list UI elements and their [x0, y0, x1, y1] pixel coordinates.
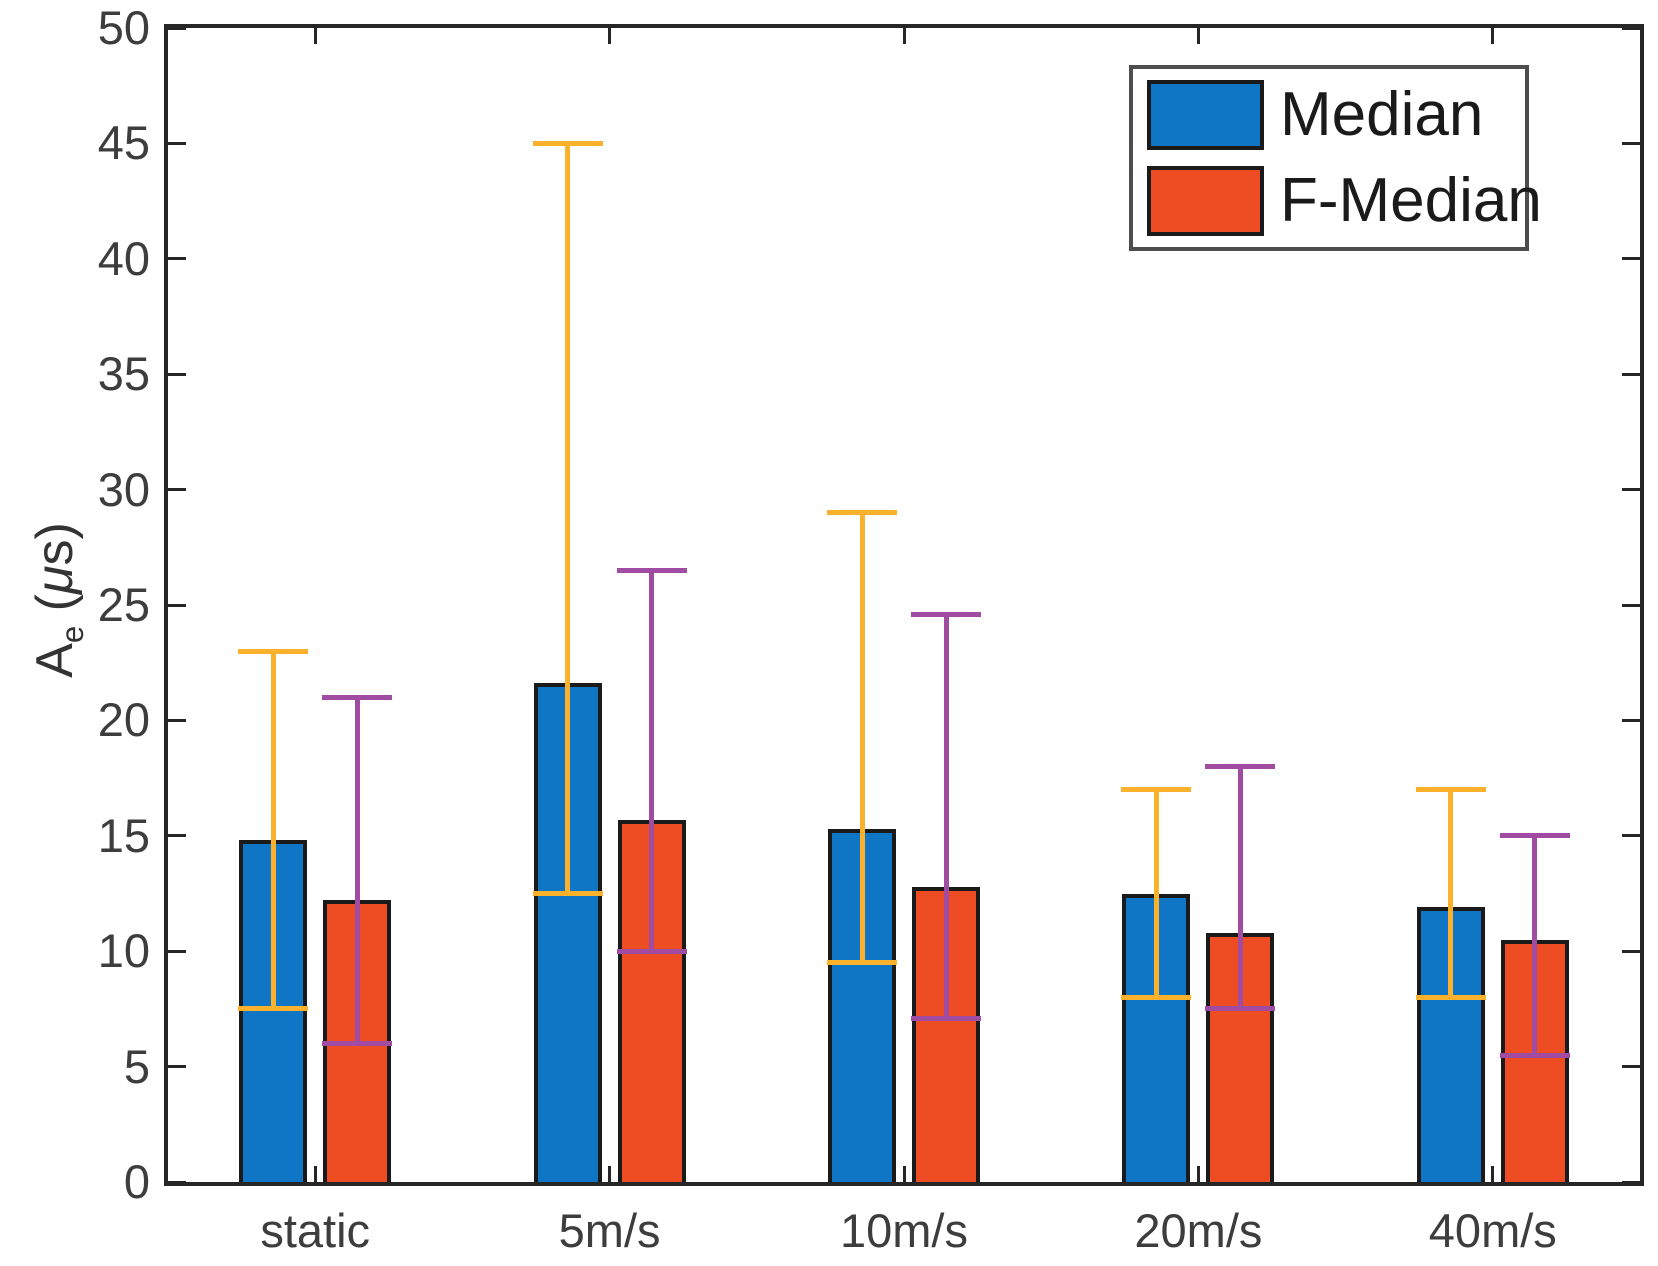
y-tick-left-20 — [168, 718, 186, 722]
errorbar-median-40m-s-cap-low — [1415, 994, 1486, 1000]
legend-swatch-median — [1147, 80, 1264, 150]
errorbar-f-median-10m-s-cap-low — [911, 1015, 981, 1021]
errorbar-f-median-10m-s-line — [943, 614, 949, 1019]
y-tick-left-35 — [168, 372, 186, 376]
y-axis-label-unit: s) — [26, 522, 84, 566]
errorbar-f-median-40m-s-line — [1532, 835, 1538, 1056]
y-tick-right-15 — [1622, 834, 1640, 838]
errorbar-median-5m-s-cap-high — [532, 140, 603, 146]
y-tick-right-20 — [1622, 718, 1640, 722]
y-tick-label-15: 15 — [97, 808, 150, 862]
x-tick-label-40m-s: 40m/s — [1428, 1204, 1557, 1257]
y-tick-right-40 — [1622, 257, 1640, 261]
plot-area — [164, 24, 1644, 1186]
y-tick-left-5 — [168, 1065, 186, 1069]
errorbar-median-40m-s-line — [1448, 789, 1454, 998]
x-tick-label-20m-s: 20m/s — [1134, 1204, 1263, 1257]
x-tick-top-10m-s — [902, 28, 906, 44]
y-tick-label-50: 50 — [97, 1, 150, 54]
y-tick-label-5: 5 — [123, 1039, 150, 1093]
y-tick-label-35: 35 — [97, 347, 150, 401]
y-tick-left-0 — [168, 1180, 186, 1184]
x-tick-top-static — [313, 28, 317, 44]
y-tick-right-45 — [1622, 141, 1640, 145]
errorbar-median-static-cap-high — [238, 648, 309, 654]
legend: Median F-Median — [1129, 65, 1542, 251]
y-tick-right-35 — [1622, 372, 1640, 376]
errorbar-median-20m-s-line — [1153, 789, 1159, 998]
errorbar-f-median-static-line — [354, 697, 360, 1044]
legend-item-median: Median — [1147, 80, 1525, 150]
y-axis-label-base: A — [26, 643, 84, 678]
errorbar-median-static-cap-low — [238, 1006, 309, 1012]
x-tick-top-5m-s — [608, 28, 612, 44]
errorbar-f-median-static-cap-low — [322, 1041, 393, 1047]
errorbar-f-median-5m-s-cap-high — [616, 567, 687, 573]
errorbar-median-10m-s-line — [859, 512, 865, 963]
x-tick-label-5m-s: 5m/s — [558, 1204, 661, 1257]
bar-median-40m-s — [1416, 907, 1485, 1182]
y-tick-right-10 — [1622, 949, 1640, 953]
y-tick-label-40: 40 — [97, 231, 150, 285]
y-tick-left-30 — [168, 488, 186, 492]
bar-f-median-40m-s — [1500, 939, 1569, 1182]
y-tick-right-0 — [1622, 1180, 1640, 1184]
errorbar-median-static-line — [270, 651, 276, 1009]
errorbar-f-median-40m-s-cap-low — [1499, 1052, 1570, 1058]
errorbar-median-10m-s-cap-low — [827, 960, 897, 966]
x-tick-label-static: static — [260, 1204, 371, 1257]
legend-item-fmedian: F-Median — [1147, 166, 1542, 236]
y-tick-left-45 — [168, 141, 186, 145]
errorbar-median-5m-s-cap-low — [532, 891, 603, 896]
y-tick-left-25 — [168, 603, 186, 607]
x-tick-bottom-10m-s — [902, 1166, 906, 1182]
errorbar-f-median-5m-s-cap-low — [616, 948, 687, 954]
errorbar-f-median-5m-s-line — [649, 570, 655, 952]
x-tick-top-20m-s — [1196, 28, 1200, 44]
errorbar-f-median-20m-s-cap-low — [1205, 1006, 1276, 1012]
y-tick-label-45: 45 — [97, 116, 150, 170]
errorbar-median-20m-s-cap-high — [1121, 787, 1192, 793]
y-tick-label-25: 25 — [97, 578, 150, 631]
y-tick-right-5 — [1622, 1065, 1640, 1069]
y-tick-left-15 — [168, 834, 186, 838]
y-tick-left-10 — [168, 949, 186, 953]
y-tick-right-25 — [1622, 603, 1640, 607]
legend-swatch-fmedian — [1147, 166, 1264, 236]
x-tick-bottom-5m-s — [608, 1166, 612, 1182]
y-tick-right-30 — [1622, 488, 1640, 492]
errorbar-f-median-20m-s-line — [1237, 766, 1243, 1009]
errorbar-f-median-40m-s-cap-high — [1499, 833, 1570, 839]
x-tick-label-10m-s: 10m/s — [840, 1204, 968, 1257]
x-tick-bottom-20m-s — [1196, 1166, 1200, 1182]
errorbar-median-5m-s-line — [565, 143, 571, 894]
y-tick-label-30: 30 — [97, 462, 150, 516]
errorbar-f-median-10m-s-cap-high — [911, 611, 981, 617]
x-tick-top-40m-s — [1491, 28, 1495, 44]
errorbar-median-40m-s-cap-high — [1415, 787, 1486, 793]
y-tick-label-0: 0 — [123, 1155, 150, 1208]
errorbar-f-median-static-cap-high — [322, 694, 393, 700]
x-tick-bottom-static — [313, 1166, 317, 1182]
x-tick-bottom-40m-s — [1491, 1166, 1495, 1182]
y-tick-right-50 — [1622, 26, 1640, 30]
errorbar-f-median-20m-s-cap-high — [1205, 764, 1276, 770]
y-tick-label-10: 10 — [97, 924, 150, 978]
legend-label-fmedian: F-Median — [1280, 166, 1542, 235]
errorbar-median-20m-s-cap-low — [1121, 994, 1192, 1000]
legend-label-median: Median — [1280, 80, 1484, 149]
y-tick-left-40 — [168, 257, 186, 261]
y-tick-left-50 — [168, 26, 186, 30]
y-tick-label-20: 20 — [97, 693, 150, 747]
errorbar-median-10m-s-cap-high — [827, 510, 897, 516]
